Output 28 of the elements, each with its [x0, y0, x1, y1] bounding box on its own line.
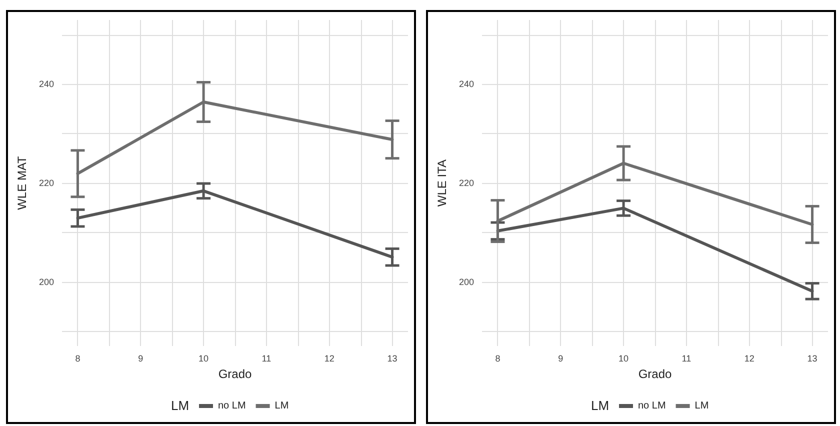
- legend-title: LM: [591, 398, 610, 413]
- legend-title: LM: [171, 398, 190, 413]
- y-axis-title: WLE MAT: [15, 155, 29, 210]
- x-axis-title: Grado: [638, 366, 672, 381]
- legend-label: no LM: [638, 400, 666, 412]
- y-tick-label: 240: [458, 79, 474, 90]
- x-axis-title: Grado: [218, 366, 252, 381]
- legend-label: LM: [274, 400, 289, 412]
- x-tick-label: 9: [558, 354, 564, 364]
- y-tick-label: 200: [38, 276, 54, 287]
- x-tick-label: 12: [324, 354, 334, 364]
- x-tick-label: 11: [682, 354, 692, 364]
- y-axis-title: WLE ITA: [435, 159, 449, 207]
- x-tick-label: 9: [138, 354, 144, 364]
- x-tick-label: 13: [387, 354, 398, 364]
- legend-label: no LM: [218, 400, 246, 412]
- x-tick-label: 13: [807, 354, 818, 364]
- x-tick-label: 11: [262, 354, 272, 364]
- x-tick-label: 10: [618, 354, 629, 364]
- x-tick-label: 10: [198, 354, 209, 364]
- y-tick-label: 240: [38, 79, 54, 90]
- x-tick-label: 8: [75, 354, 80, 364]
- x-tick-label: 8: [495, 354, 500, 364]
- x-tick-label: 12: [744, 354, 754, 364]
- y-tick-label: 220: [458, 178, 474, 188]
- y-tick-label: 200: [458, 276, 474, 287]
- legend-label: LM: [694, 400, 709, 412]
- y-tick-label: 220: [38, 178, 54, 188]
